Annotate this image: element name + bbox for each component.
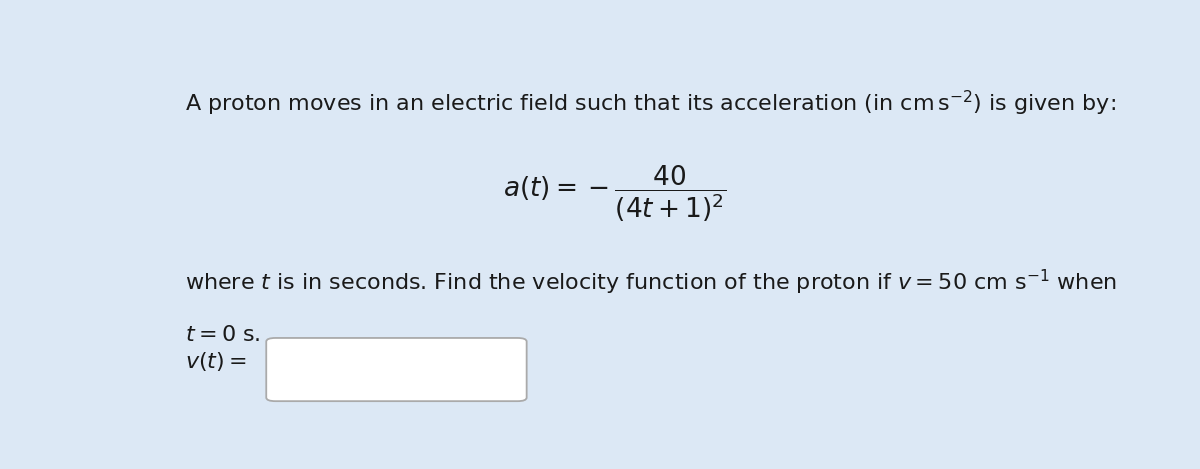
Text: where $t$ is in seconds. Find the velocity function of the proton if $v = 50$ cm: where $t$ is in seconds. Find the veloci… <box>185 267 1117 297</box>
FancyBboxPatch shape <box>266 338 527 401</box>
Text: $a(t) = -\dfrac{40}{(4t+1)^2}$: $a(t) = -\dfrac{40}{(4t+1)^2}$ <box>503 163 727 224</box>
Text: A proton moves in an electric field such that its acceleration (in cm$\,\mathreg: A proton moves in an electric field such… <box>185 89 1116 118</box>
Text: $v(t) =$: $v(t) =$ <box>185 350 247 373</box>
Text: $t = 0$ s.: $t = 0$ s. <box>185 325 260 345</box>
